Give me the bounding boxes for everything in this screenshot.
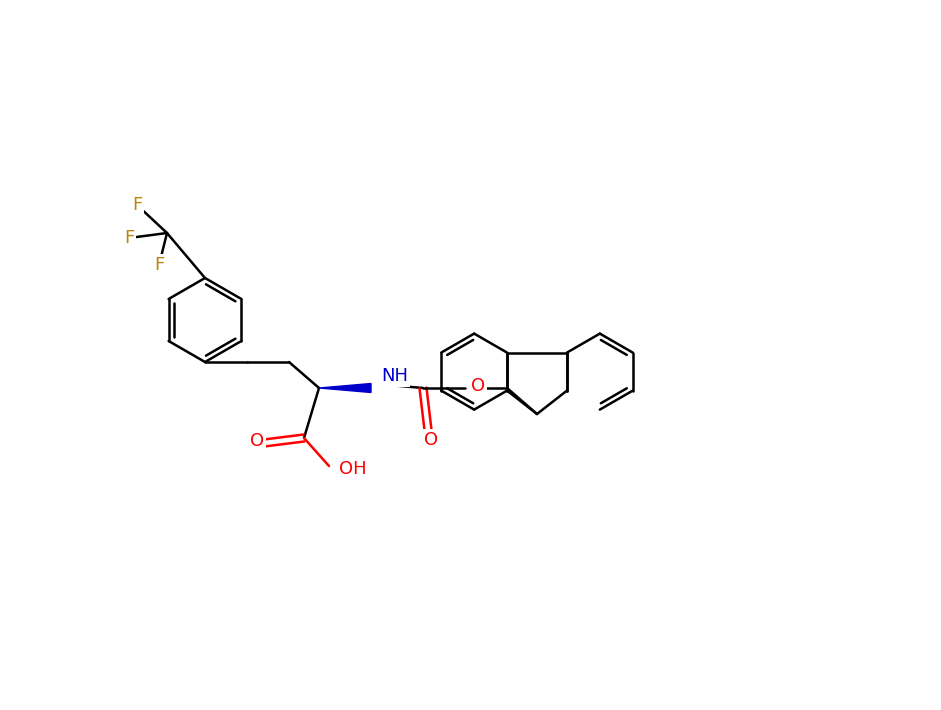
Text: F: F xyxy=(154,256,164,274)
Text: F: F xyxy=(124,229,135,247)
Text: O: O xyxy=(424,431,439,449)
Text: F: F xyxy=(132,196,142,214)
Text: NH: NH xyxy=(381,367,408,385)
Text: O: O xyxy=(250,432,264,450)
Text: O: O xyxy=(471,377,486,395)
Text: OH: OH xyxy=(339,460,367,478)
Polygon shape xyxy=(319,383,371,393)
